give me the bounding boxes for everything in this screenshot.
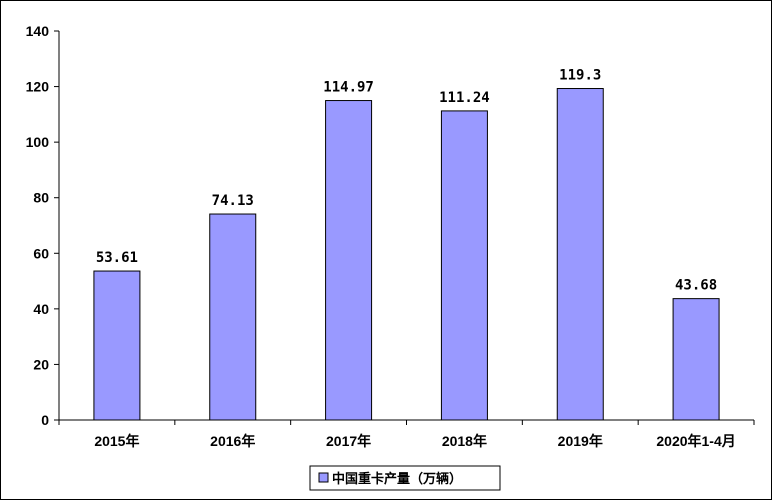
data-label: 114.97 [323,80,374,96]
y-tick-label: 140 [26,23,50,39]
bar [440,110,488,421]
data-label: 111.24 [439,90,490,106]
bar [325,100,373,421]
x-tick-label: 2016年 [210,433,255,449]
y-tick-label: 0 [41,412,49,428]
bar [672,298,720,421]
bar [556,88,604,421]
y-tick-label: 80 [33,190,49,206]
y-tick-label: 100 [26,134,50,150]
x-tick-label: 2015年 [94,433,139,449]
data-label: 53.61 [96,250,138,266]
legend-box [309,465,501,491]
x-tick-label: 2018年 [442,433,487,449]
x-tick-label: 2020年1-4月 [656,433,735,449]
x-tick-label: 2017年 [326,433,371,449]
legend-swatch [318,472,329,483]
data-label: 74.13 [212,193,254,209]
x-tick-label: 2019年 [558,433,603,449]
axes [54,30,755,425]
y-tick-label: 20 [33,356,49,372]
legend-label: 中国重卡产量（万辆） [332,471,462,487]
bar [93,270,141,421]
data-label: 119.3 [559,68,601,84]
legend: 中国重卡产量（万辆） [309,465,501,491]
bar [209,213,257,421]
y-tick-label: 60 [33,245,49,261]
y-tick-label: 120 [26,79,50,95]
data-label: 43.68 [675,278,717,294]
y-tick-label: 40 [33,301,49,317]
labels: 0 20 40 60 80 100 120 140 53.61 2015年 74.13 2016年 11… [26,23,736,449]
bars [93,88,720,421]
